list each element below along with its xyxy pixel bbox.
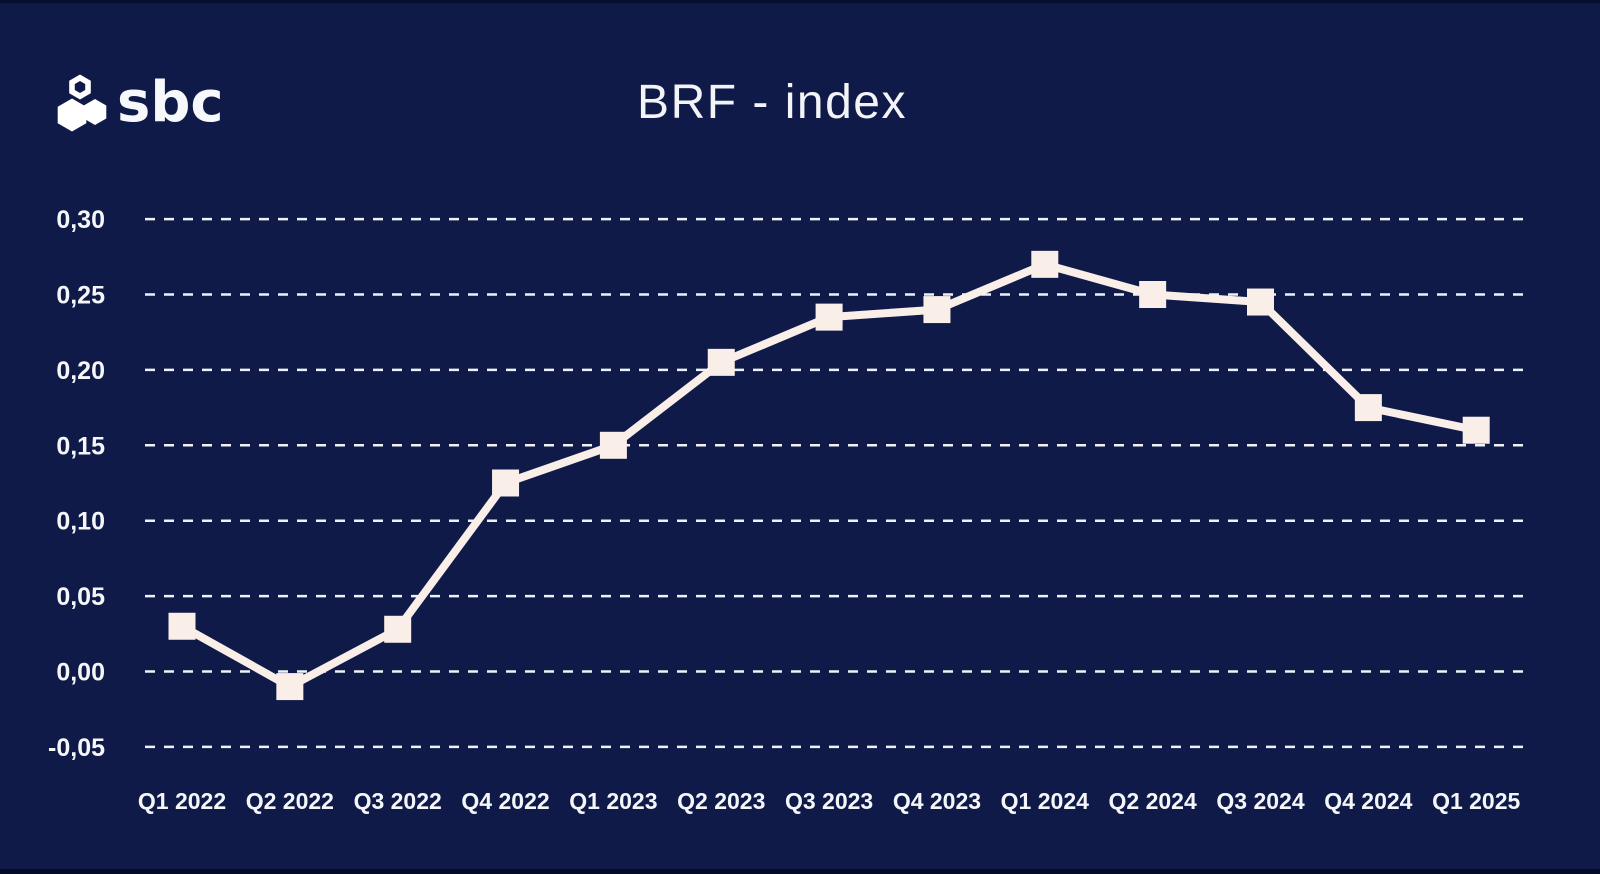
hexagon-small-icon bbox=[83, 99, 107, 125]
bottom-edge-strip bbox=[0, 869, 1600, 874]
data-point-marker bbox=[599, 431, 627, 459]
y-tick-label: 0,25 bbox=[56, 282, 105, 310]
x-tick-label: Q3 2022 bbox=[354, 788, 442, 814]
y-tick-label: 0,20 bbox=[56, 357, 105, 385]
sbc-hexagons-icon bbox=[57, 74, 107, 132]
data-point-marker bbox=[1247, 288, 1274, 316]
y-tick-label: 0,15 bbox=[56, 432, 105, 460]
data-point-marker bbox=[1031, 250, 1059, 278]
x-tick-label: Q2 2022 bbox=[246, 788, 334, 814]
data-point-marker bbox=[923, 296, 951, 324]
x-tick-label: Q1 2022 bbox=[138, 788, 226, 814]
logo-text: sbc bbox=[117, 70, 224, 135]
x-tick-label: Q3 2024 bbox=[1216, 788, 1304, 814]
y-tick-label: 0,00 bbox=[56, 659, 105, 687]
x-tick-label: Q2 2024 bbox=[1109, 788, 1197, 814]
x-tick-label: Q3 2023 bbox=[785, 788, 873, 814]
data-point-marker bbox=[815, 303, 843, 331]
data-point-marker bbox=[707, 348, 735, 376]
top-edge-strip bbox=[0, 0, 1600, 3]
data-point-marker bbox=[1139, 281, 1167, 308]
y-tick-label: 0,10 bbox=[56, 508, 105, 536]
chart-title: BRF - index bbox=[637, 76, 907, 129]
x-tick-label: Q1 2024 bbox=[1001, 788, 1089, 814]
y-tick-label: 0,30 bbox=[56, 206, 105, 234]
x-tick-label: Q1 2023 bbox=[569, 788, 657, 814]
x-tick-label: Q4 2024 bbox=[1324, 788, 1412, 814]
data-point-marker bbox=[1462, 416, 1490, 444]
y-tick-label: -0,05 bbox=[48, 734, 105, 762]
x-tick-label: Q1 2025 bbox=[1432, 788, 1520, 814]
x-tick-label: Q4 2022 bbox=[461, 788, 549, 814]
data-point-marker bbox=[1354, 394, 1382, 422]
sbc-logo: sbc bbox=[56, 70, 224, 136]
data-point-marker bbox=[168, 612, 196, 640]
hexagon-large-icon bbox=[57, 98, 87, 132]
hexagon-ring-icon bbox=[69, 74, 91, 100]
data-point-marker bbox=[492, 469, 520, 497]
x-tick-label: Q2 2023 bbox=[677, 788, 765, 814]
data-point-marker bbox=[276, 673, 304, 701]
data-point-marker bbox=[384, 615, 412, 643]
y-tick-label: 0,05 bbox=[56, 583, 105, 611]
x-tick-label: Q4 2023 bbox=[893, 788, 981, 814]
